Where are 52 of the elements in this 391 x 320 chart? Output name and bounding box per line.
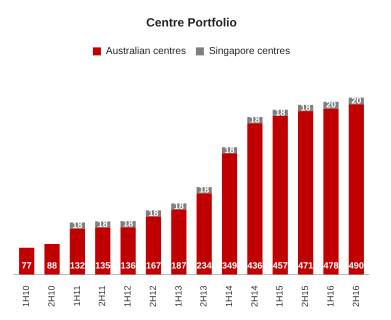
x-tick-label: 2H11 — [97, 285, 108, 306]
data-label: 349 — [222, 260, 238, 270]
x-tick-label: 2H15 — [300, 285, 310, 307]
data-label: 18 — [72, 220, 82, 230]
bar — [146, 216, 162, 274]
data-label: 136 — [120, 260, 136, 270]
x-tick-label: 1H16 — [325, 285, 336, 307]
bar — [171, 210, 186, 274]
chart-title: Centre Portfolio — [146, 16, 237, 30]
bar — [298, 111, 314, 274]
data-label: 18 — [224, 144, 235, 155]
data-label: 20 — [351, 96, 362, 106]
data-label: 167 — [146, 260, 161, 270]
legend-label: Australian centres — [106, 46, 186, 58]
legend-label: Singapore centres — [208, 46, 290, 58]
data-label: 471 — [298, 260, 314, 270]
data-label: 187 — [171, 260, 186, 270]
bar — [348, 104, 364, 274]
bar — [196, 193, 212, 274]
data-label: 88 — [47, 260, 58, 270]
bar — [323, 108, 339, 274]
bar — [19, 248, 34, 274]
bar — [247, 123, 262, 274]
data-label: 234 — [196, 260, 212, 270]
data-label: 132 — [70, 260, 85, 270]
x-tick-label: 1H11 — [72, 285, 82, 306]
data-label: 20 — [326, 100, 336, 110]
x-tick-label: 2H14 — [249, 285, 260, 307]
data-label: 18 — [300, 102, 311, 112]
data-label: 18 — [275, 107, 286, 118]
data-label: 18 — [174, 200, 184, 211]
data-label: 457 — [272, 260, 288, 270]
data-label: 18 — [98, 219, 108, 230]
x-tick-label: 1H10 — [21, 285, 32, 307]
data-label: 478 — [323, 260, 338, 270]
bar — [70, 228, 85, 274]
x-tick-label: 1H14 — [224, 285, 234, 307]
data-label: 436 — [247, 260, 262, 270]
bar — [95, 228, 110, 274]
x-tick-label: 2H10 — [46, 285, 57, 307]
x-tick-label: 2H16 — [350, 285, 361, 307]
bar — [272, 116, 288, 274]
data-label: 490 — [348, 260, 364, 270]
x-tick-label: 1H15 — [274, 285, 285, 307]
data-label: 77 — [22, 260, 32, 270]
x-tick-label: 2H12 — [148, 285, 158, 307]
x-tick-label: 1H13 — [173, 285, 184, 307]
data-label: 18 — [148, 208, 158, 218]
x-tick-label: 2H13 — [198, 285, 209, 307]
data-label: 135 — [95, 260, 110, 270]
x-tick-label: 1H12 — [122, 285, 133, 307]
bar — [222, 153, 238, 274]
